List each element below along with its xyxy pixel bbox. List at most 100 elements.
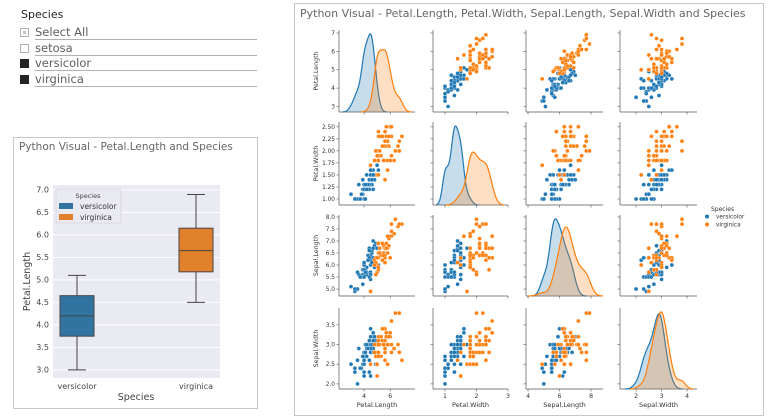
legend-swatch [59,214,73,220]
y-tick-label: 3.0 [36,365,49,374]
checkbox-partial-icon[interactable] [20,28,29,38]
y-tick-label: 7 [331,31,335,37]
scatter-point-virginica [584,358,589,363]
scatter-point-virginica [461,234,467,239]
slicer-item-virginica[interactable]: virginica [20,72,257,88]
scatter-point-virginica [461,342,467,347]
scatter-point-versicolor [364,354,369,359]
scatter-point-versicolor [654,177,659,182]
scatter-point-virginica [659,265,664,270]
scatter-point-versicolor [455,282,460,287]
scatter-point-virginica [659,38,664,43]
scatter-point-virginica [654,229,659,234]
scatter-point-virginica [386,134,392,139]
scatter-point-versicolor [543,104,548,109]
scatter-point-versicolor [452,354,457,359]
kde-fill-virginica [528,227,603,296]
scatter-point-versicolor [461,354,467,359]
checkbox-checked-icon[interactable] [20,59,29,69]
scatter-point-virginica [558,177,564,182]
scatter-point-virginica [674,47,680,52]
scatter-point-virginica [563,334,568,339]
scatter-point-virginica [659,158,664,163]
boxplot-visual[interactable]: Python Visual - Petal.Length and Species [13,137,258,409]
scatter-point-virginica [651,153,657,158]
y-tick-label: 4.0 [36,320,49,329]
scatter-point-virginica [389,318,394,324]
x-tick-label: 3 [660,393,664,400]
scatter-point-virginica [654,71,659,76]
slicer-item-setosa[interactable]: setosa [20,41,257,57]
scatter-point-versicolor [641,98,646,104]
scatter-point-virginica [654,56,659,61]
y-tick-label: 6.5 [326,251,336,257]
scatter-point-virginica [490,54,495,59]
scatter-point-versicolor [361,358,367,363]
x-axis-label: Petal.Width [452,401,489,409]
legend-entry: versicolor [716,215,745,221]
scatter-point-virginica [373,148,378,154]
x-tick-label: 2 [634,393,638,400]
scatter-point-virginica [557,172,562,178]
y-tick-label: 8.0 [326,215,336,221]
scatter-point-versicolor [558,74,564,80]
scatter-point-virginica [468,52,473,58]
scatter-point-virginica [659,65,664,71]
scatter-point-versicolor [442,381,448,387]
scatter-point-virginica [587,41,592,47]
scatter-point-virginica [468,338,473,343]
checkbox-unchecked-icon[interactable] [20,43,29,53]
y-tick-label: 6.0 [326,263,336,269]
scatter-point-virginica [639,172,644,178]
x-tick-label: 6 [558,393,562,400]
scatter-point-versicolor [368,373,373,379]
scatter-point-versicolor [355,270,360,275]
cell-Sepal.Width-vs-Sepal.Length [523,308,603,392]
scatter-point-versicolor [461,326,467,331]
scatter-point-virginica [654,129,659,134]
scatter-point-virginica [551,148,556,154]
y-tick-label: 5.5 [36,253,49,262]
scatter-point-versicolor [452,350,457,355]
scatter-point-virginica [483,326,489,331]
slicer-item-versicolor[interactable]: versicolor [20,56,257,72]
scatter-point-versicolor [458,73,463,78]
scatter-point-virginica [576,167,581,173]
kde-fill-versicolor [342,33,387,112]
y-tick-label: 7.0 [36,185,49,194]
y-tick-label: 2.25 [322,137,335,143]
scatter-point-virginica [664,234,669,239]
scatter-point-versicolor [442,98,448,104]
scatter-point-virginica [474,334,479,339]
scatter-point-versicolor [659,74,664,80]
scatter-point-virginica [471,267,476,272]
scatter-point-virginica [468,58,473,63]
scatter-point-virginica [376,354,381,359]
scatter-point-virginica [558,358,564,363]
scatter-point-versicolor [442,286,448,292]
scatter-point-versicolor [358,274,363,280]
scatter-point-versicolor [458,277,463,282]
scatter-point-versicolor [371,187,376,192]
scatter-point-virginica [659,52,664,58]
kde-line-virginica [445,151,505,206]
checkbox-checked-icon[interactable] [20,74,29,84]
scatter-point-virginica [389,350,394,355]
scatter-point-virginica [474,272,479,277]
scatter-point-versicolor [566,78,572,83]
scatter-point-virginica [568,54,573,59]
scatter-point-virginica [576,342,581,347]
cell-Sepal.Width-vs-Sepal.Width [617,308,697,392]
slicer-item-select-all[interactable]: Select All [20,25,257,41]
cell-Petal.Length-vs-Sepal.Width [617,30,697,115]
scatter-point-virginica [646,76,651,82]
pairplot-visual[interactable]: Python Visual - Petal.Length, Petal.Widt… [294,3,764,416]
scatter-point-versicolor [449,358,454,363]
scatter-point-versicolor [549,366,554,371]
scatter-point-virginica [468,253,473,258]
scatter-point-versicolor [449,342,454,347]
scatter-point-versicolor [573,73,578,78]
scatter-point-virginica [397,350,402,355]
scatter-point-virginica [382,338,388,343]
scatter-point-virginica [669,60,674,65]
